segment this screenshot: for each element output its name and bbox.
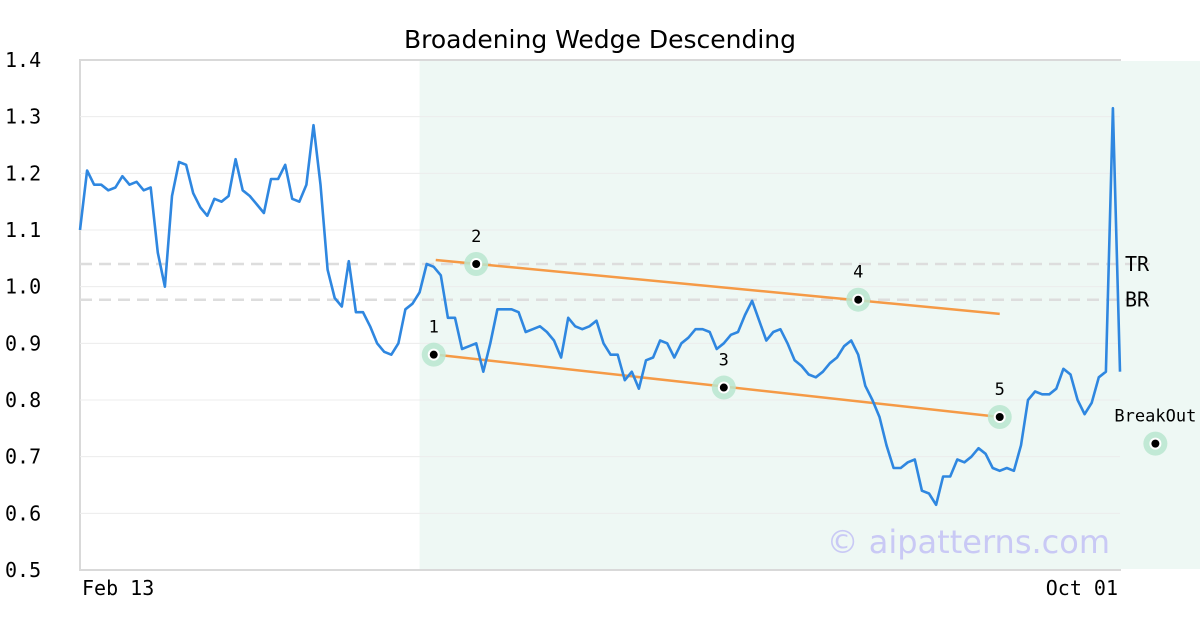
watermark: © aipatterns.com bbox=[827, 523, 1110, 561]
pattern-highlight-region bbox=[419, 61, 1200, 569]
y-tick-label: 1.0 bbox=[5, 275, 41, 299]
level-lines: TR BR bbox=[80, 252, 1150, 312]
x-tick-label: Feb 13 bbox=[82, 576, 154, 600]
marker-dot bbox=[717, 381, 730, 394]
y-tick-label: 1.4 bbox=[5, 48, 41, 72]
point-label: 1 bbox=[429, 318, 439, 338]
level-label: TR bbox=[1125, 252, 1150, 276]
y-tick-label: 0.6 bbox=[5, 501, 41, 525]
chart-title: Broadening Wedge Descending bbox=[404, 25, 796, 54]
point-label: 4 bbox=[853, 263, 863, 283]
point-label: 5 bbox=[995, 380, 1005, 400]
marker-dot bbox=[470, 258, 483, 270]
y-tick-label: 1.3 bbox=[5, 105, 41, 129]
y-axis-ticks: 0.5 0.6 0.7 0.8 0.9 1.0 1.1 1.2 1.3 1.4 bbox=[5, 48, 41, 582]
marker-dot bbox=[427, 348, 440, 361]
y-tick-label: 0.8 bbox=[5, 388, 41, 412]
trendline bbox=[435, 258, 1000, 316]
marker-dot bbox=[1149, 437, 1162, 450]
point-label: 3 bbox=[719, 351, 729, 371]
gridlines bbox=[80, 116, 1120, 514]
level-label: BR bbox=[1125, 288, 1150, 312]
y-tick-label: 1.1 bbox=[5, 218, 41, 242]
price-line bbox=[78, 106, 1122, 507]
pattern-points: 12345BreakOutSuccess bbox=[421, 227, 1196, 456]
y-tick-label: 0.9 bbox=[5, 331, 41, 355]
marker-dot bbox=[993, 411, 1006, 423]
y-tick-label: 0.5 bbox=[5, 558, 41, 582]
y-tick-label: 0.7 bbox=[5, 445, 41, 469]
point-label: 2 bbox=[471, 227, 481, 247]
point-label: BreakOut bbox=[1114, 407, 1196, 427]
y-tick-label: 1.2 bbox=[5, 161, 41, 185]
marker-dot bbox=[852, 293, 865, 306]
x-tick-label: Oct 01 bbox=[1046, 576, 1118, 600]
x-axis-ticks: Feb 13 Oct 01 bbox=[82, 576, 1118, 600]
